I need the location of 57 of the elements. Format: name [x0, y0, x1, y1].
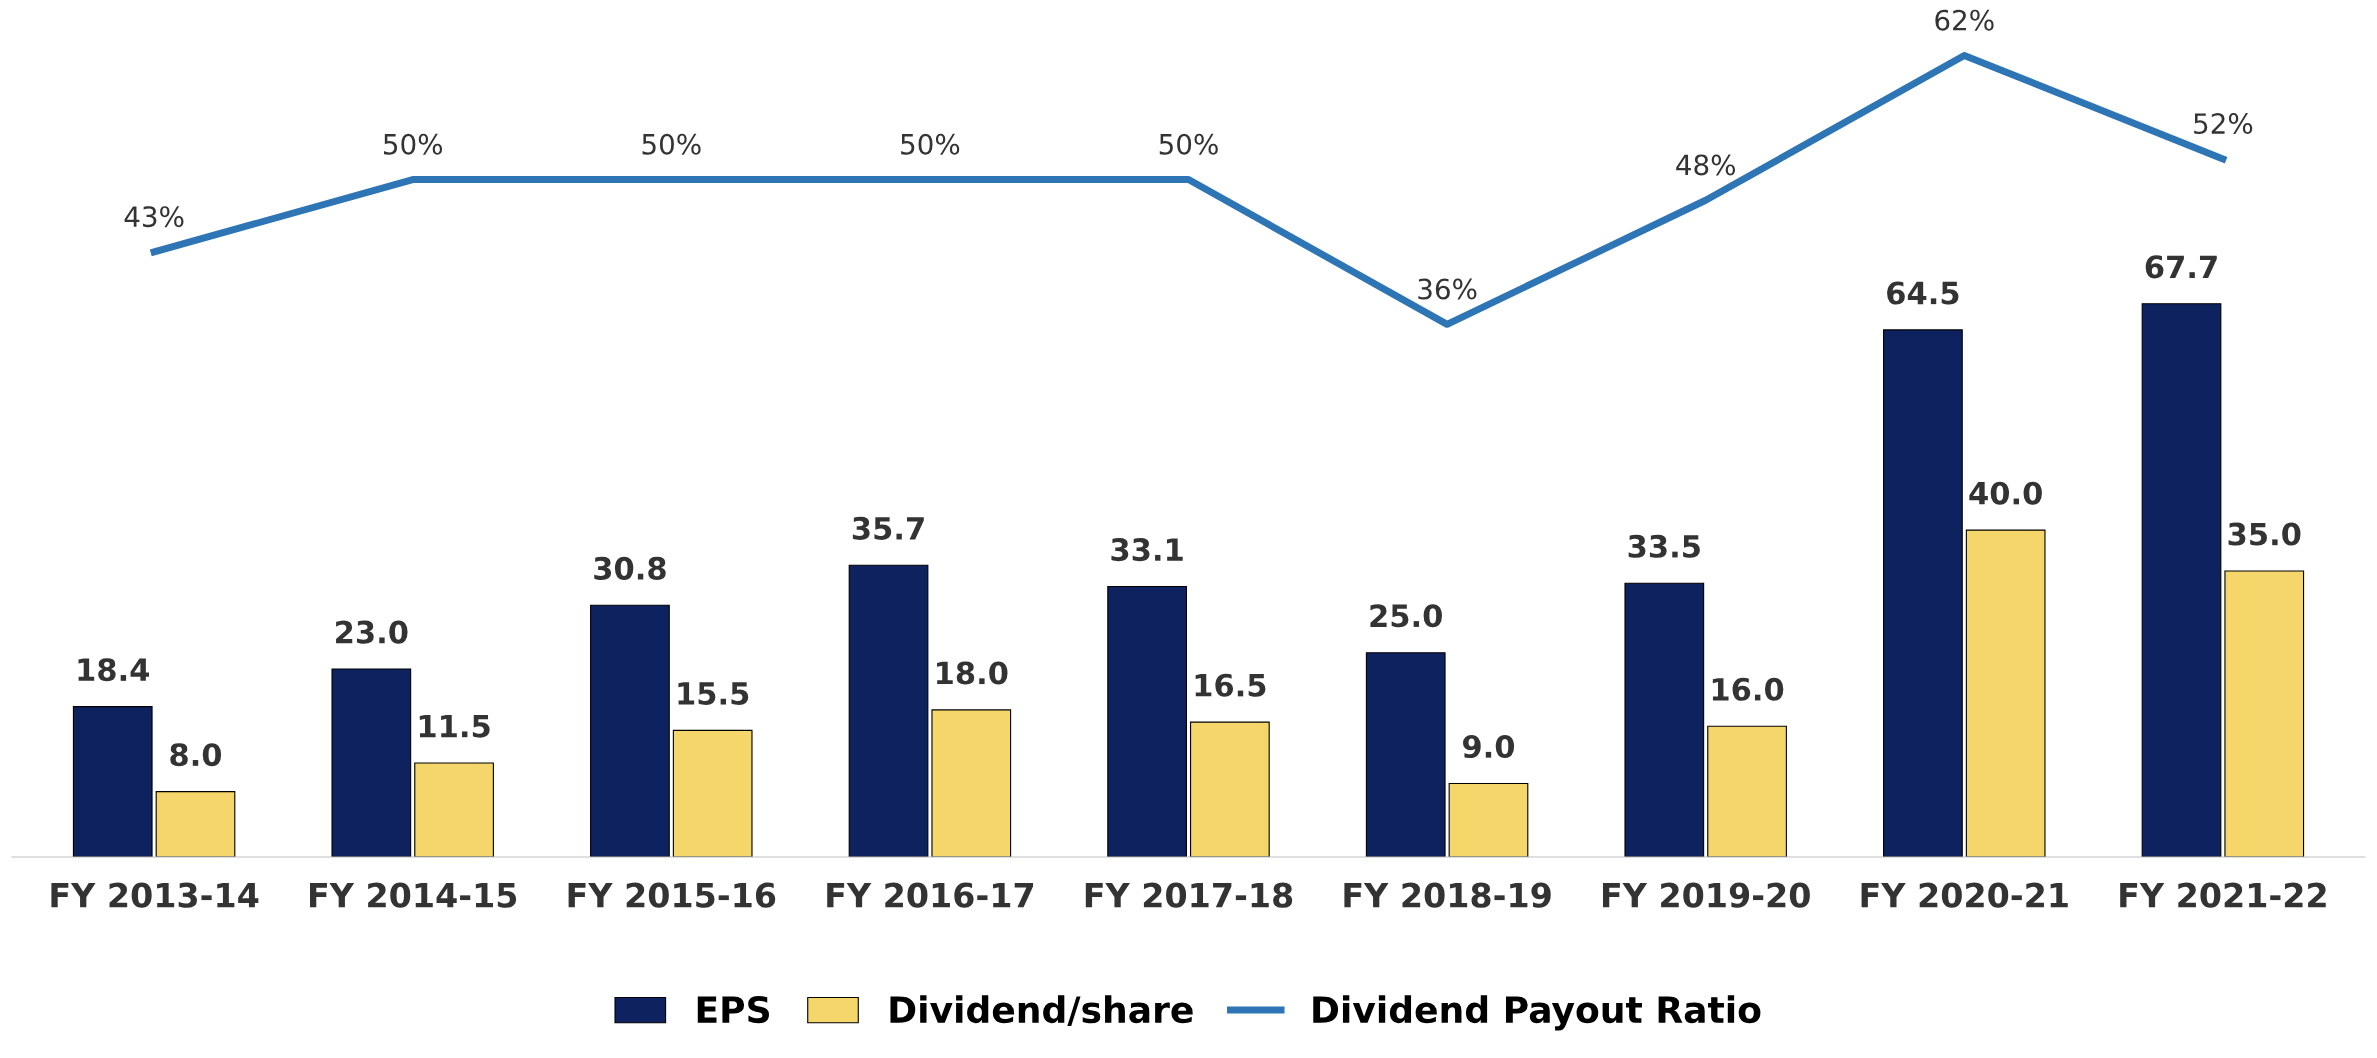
- bar: [1365, 652, 1446, 857]
- x-tick-label: FY 2020-21: [1861, 882, 2068, 908]
- bar: [331, 668, 412, 857]
- data-label: 62%: [1935, 9, 1994, 31]
- data-label: 50%: [642, 133, 701, 155]
- bar: [590, 604, 670, 857]
- data-label: 33.5: [1628, 534, 1700, 558]
- data-label: 16.5: [1195, 673, 1266, 697]
- data-label: 48%: [1676, 154, 1736, 176]
- data-label: 43%: [124, 206, 184, 228]
- x-tick-label: FY 2015-16: [568, 882, 776, 908]
- data-label: 50%: [383, 133, 443, 155]
- data-label: 67.7: [2145, 255, 2217, 279]
- data-label: 15.5: [678, 682, 749, 705]
- data-label: 30.8: [594, 556, 666, 580]
- data-label: 9.0: [1462, 734, 1515, 759]
- data-label: 36%: [1418, 278, 1477, 300]
- bar: [2224, 570, 2305, 857]
- bar: [1965, 529, 2046, 857]
- bar: [848, 564, 929, 857]
- x-tick-label: FY 2016-17: [827, 882, 1034, 908]
- data-label: 8.0: [170, 743, 222, 767]
- legend-label: Dividend/share: [890, 995, 1193, 1027]
- bar: [1448, 782, 1529, 857]
- data-label: 25.0: [1370, 604, 1442, 628]
- bar: [1883, 329, 1963, 857]
- data-label: 40.0: [1969, 481, 2042, 505]
- data-label: 18.0: [937, 661, 1008, 685]
- bar: [1707, 725, 1787, 857]
- x-tick-label: FY 2019-20: [1603, 882, 1810, 908]
- legend-label: Dividend Payout Ratio: [1313, 995, 1761, 1031]
- data-label: 52%: [2194, 113, 2253, 135]
- data-label: 18.4: [78, 658, 150, 682]
- bar: [931, 709, 1012, 857]
- data-label: 35.7: [852, 516, 924, 540]
- x-tick-label: FY 2018-19: [1344, 882, 1551, 908]
- x-tick-label: FY 2014-15: [310, 882, 517, 908]
- data-label: 33.1: [1111, 538, 1183, 562]
- bar: [1107, 585, 1187, 857]
- bar: [672, 729, 753, 857]
- x-tick-label: FY 2017-18: [1085, 882, 1293, 908]
- x-tick-label: FY 2013-14: [51, 882, 259, 908]
- legend-label: EPS: [697, 995, 769, 1024]
- data-label: 11.5: [419, 714, 490, 738]
- bar: [1624, 582, 1705, 857]
- data-label: 50%: [1159, 133, 1218, 155]
- bar: [2141, 303, 2222, 857]
- data-label: 23.0: [336, 620, 408, 644]
- data-label: 16.0: [1712, 677, 1784, 701]
- bar: [155, 791, 236, 857]
- data-label: 64.5: [1887, 281, 1959, 305]
- bar: [414, 762, 494, 857]
- bar: [72, 706, 153, 857]
- data-label: 35.0: [2228, 522, 2301, 546]
- data-label: 50%: [901, 133, 960, 155]
- bar: [1190, 721, 1270, 857]
- x-tick-label: FY 2021-22: [2120, 882, 2326, 908]
